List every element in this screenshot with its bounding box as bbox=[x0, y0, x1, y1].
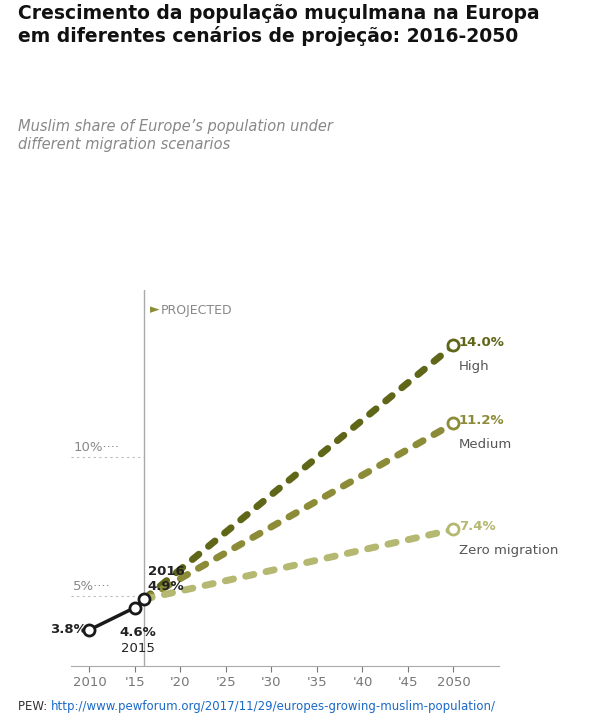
Text: 2015: 2015 bbox=[121, 642, 154, 655]
Text: 11.2%: 11.2% bbox=[459, 414, 504, 427]
Text: Zero migration: Zero migration bbox=[459, 544, 558, 557]
Text: Crescimento da população muçulmana na Europa
em diferentes cenários de projeção:: Crescimento da população muçulmana na Eu… bbox=[18, 4, 539, 46]
Text: 4.6%: 4.6% bbox=[119, 626, 156, 639]
Text: http://www.pewforum.org/2017/11/29/europes-growing-muslim-population/: http://www.pewforum.org/2017/11/29/europ… bbox=[50, 700, 495, 713]
Text: Muslim share of Europe’s population under
different migration scenarios: Muslim share of Europe’s population unde… bbox=[18, 119, 333, 152]
Text: ►: ► bbox=[150, 303, 159, 316]
Text: 10%····: 10%···· bbox=[73, 441, 119, 453]
Text: 7.4%: 7.4% bbox=[459, 520, 495, 533]
Text: 14.0%: 14.0% bbox=[459, 336, 505, 349]
Text: PEW:: PEW: bbox=[18, 700, 51, 713]
Text: 2016: 2016 bbox=[148, 565, 185, 578]
Text: PROJECTED: PROJECTED bbox=[160, 303, 232, 316]
Text: 3.8%: 3.8% bbox=[50, 623, 87, 636]
Text: High: High bbox=[459, 360, 489, 373]
Text: Medium: Medium bbox=[459, 438, 512, 451]
Text: 5%····: 5%···· bbox=[73, 580, 110, 593]
Text: 4.9%: 4.9% bbox=[148, 580, 184, 593]
